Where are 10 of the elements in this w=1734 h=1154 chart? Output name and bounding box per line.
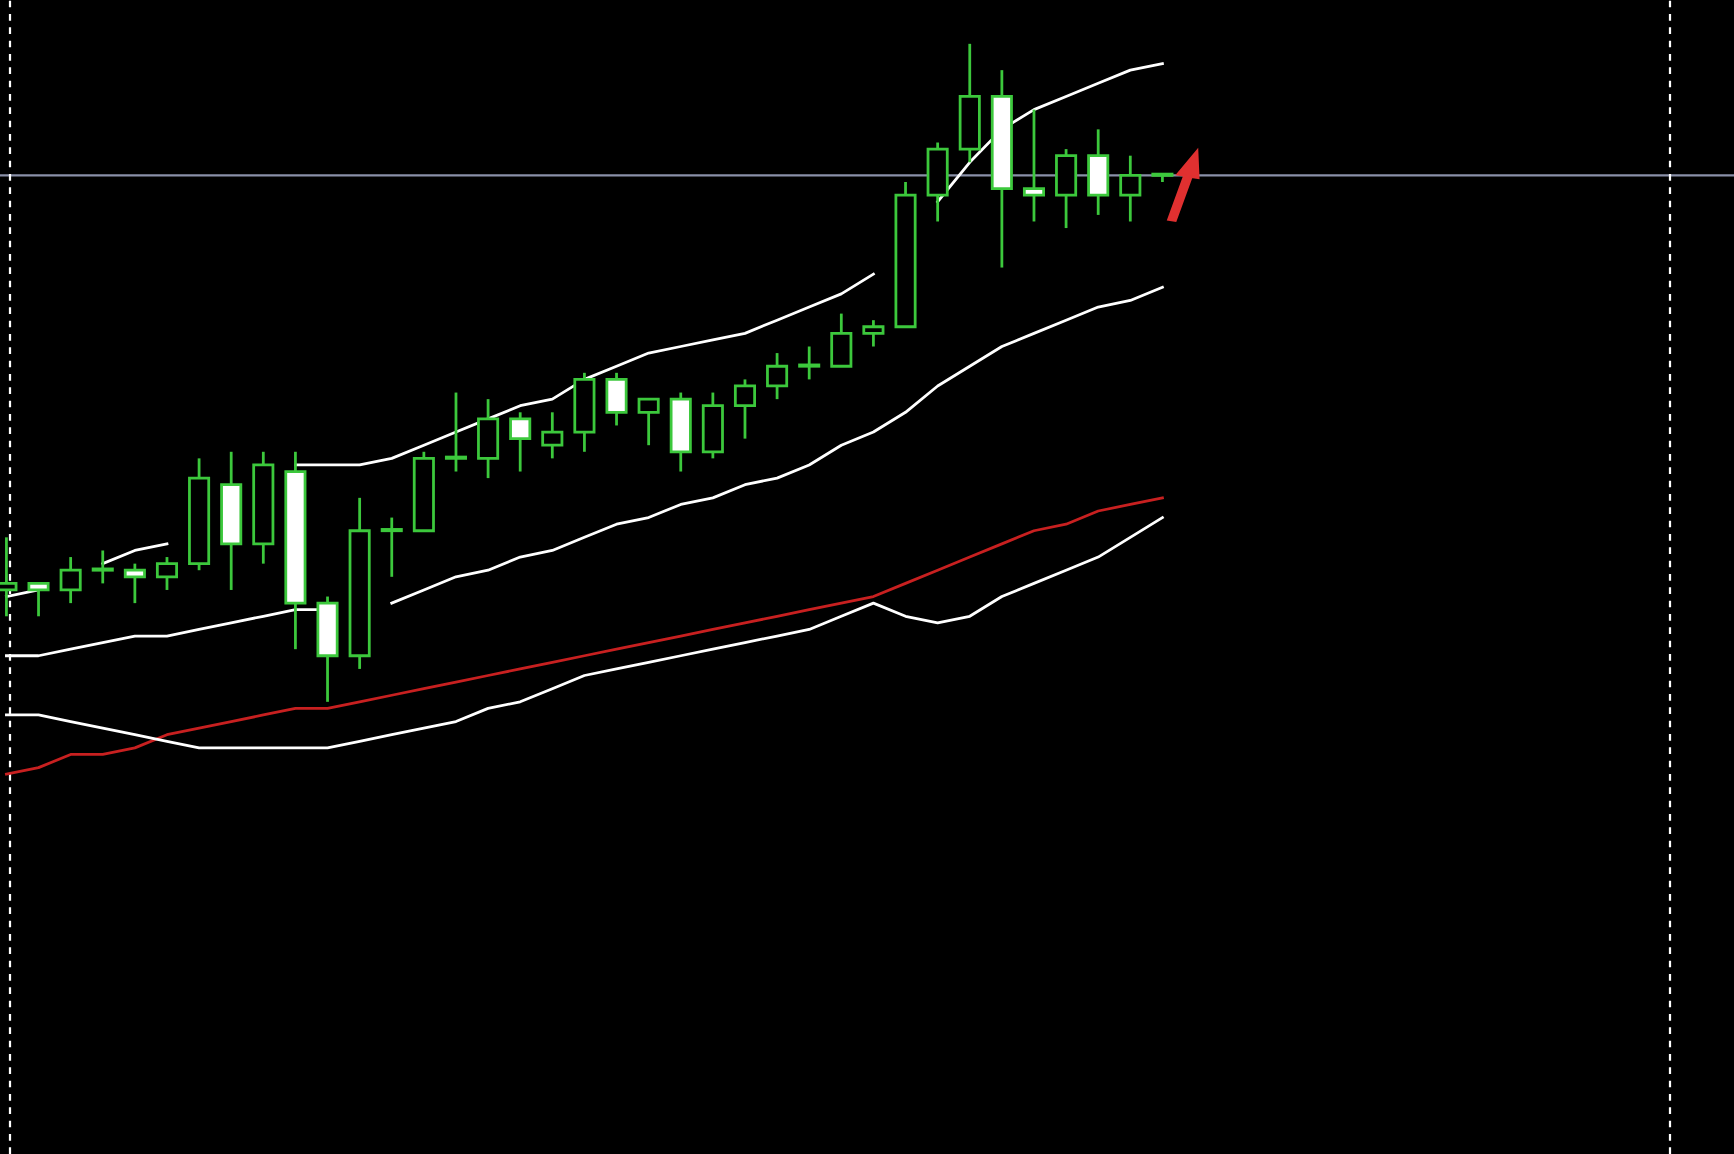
candlestick — [958, 42, 981, 164]
candlestick — [990, 68, 1013, 269]
candlestick — [477, 397, 500, 480]
candlestick — [1087, 127, 1110, 217]
candlestick — [220, 450, 243, 592]
candlestick — [1119, 154, 1142, 223]
candlestick — [59, 555, 82, 605]
candlestick — [348, 496, 371, 671]
candlestick — [1022, 108, 1045, 223]
candlestick — [252, 450, 275, 566]
